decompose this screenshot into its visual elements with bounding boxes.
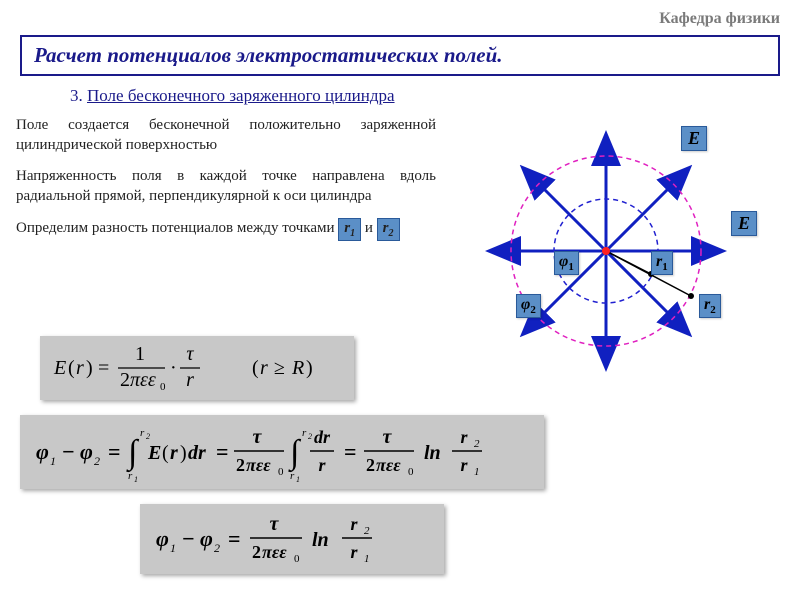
e-label-2: E	[731, 211, 757, 236]
svg-text:ln: ln	[312, 529, 329, 551]
svg-text:πεε: πεε	[130, 369, 156, 391]
svg-text:r: r	[140, 427, 145, 439]
svg-text:r: r	[302, 427, 307, 439]
svg-text:=: =	[228, 526, 241, 551]
svg-text:r: r	[186, 369, 194, 391]
subtitle-num: 3.	[70, 86, 83, 105]
svg-text:0: 0	[294, 553, 300, 565]
r2-inline-badge: r2	[377, 218, 400, 241]
svg-text:r: r	[128, 470, 133, 482]
svg-text:r: r	[290, 470, 295, 482]
svg-text:0: 0	[408, 466, 414, 478]
svg-text:E: E	[53, 357, 66, 379]
svg-text:0: 0	[160, 381, 166, 393]
svg-text:(: (	[68, 357, 75, 379]
svg-text:2: 2	[474, 438, 480, 450]
svg-text:·: ·	[170, 357, 177, 379]
svg-text:∫: ∫	[288, 434, 302, 473]
svg-text:2: 2	[252, 542, 261, 562]
para-3a: Определим разность потенциалов между точ…	[16, 220, 335, 236]
svg-text:r: r	[460, 455, 468, 475]
svg-text:2: 2	[308, 432, 312, 441]
para-3: Определим разность потенциалов между точ…	[16, 218, 436, 241]
svg-text:τ: τ	[383, 426, 393, 448]
svg-text:τ: τ	[186, 343, 194, 365]
svg-text:): )	[180, 442, 187, 464]
svg-text:r: r	[170, 442, 178, 464]
svg-text:1: 1	[134, 475, 138, 483]
svg-text:2: 2	[146, 432, 150, 441]
svg-text:2: 2	[366, 455, 375, 475]
svg-text:=: =	[98, 357, 109, 379]
svg-text:dr: dr	[314, 427, 331, 447]
svg-text:φ: φ	[80, 439, 93, 464]
equation-1: E ( r ) = 1 2 πεε 0 · τ r ( r ≥	[40, 336, 354, 400]
svg-text:φ: φ	[156, 526, 169, 551]
svg-text:1: 1	[296, 475, 300, 483]
svg-text:(: (	[252, 357, 259, 379]
svg-text:=: =	[216, 439, 229, 464]
svg-text:−: −	[62, 439, 75, 464]
svg-text:2: 2	[94, 454, 100, 468]
svg-text:∫: ∫	[126, 434, 140, 473]
phi2-label: φ2	[516, 294, 541, 318]
subtitle-text: Поле бесконечного заряженного цилиндра	[87, 86, 395, 105]
svg-text:E: E	[147, 442, 161, 464]
svg-text:r: r	[350, 514, 358, 534]
svg-text:): )	[306, 357, 313, 379]
svg-text:r: r	[76, 357, 84, 379]
svg-text:2: 2	[236, 455, 245, 475]
svg-text:1: 1	[135, 343, 145, 365]
svg-text:1: 1	[474, 466, 480, 478]
svg-text:πεε: πεε	[376, 455, 401, 475]
r1-label: r1	[651, 251, 673, 275]
svg-text:φ: φ	[200, 526, 213, 551]
svg-text:dr: dr	[188, 442, 206, 464]
r2-label: r2	[699, 294, 721, 318]
svg-text:πεε: πεε	[262, 542, 287, 562]
svg-text:=: =	[344, 439, 357, 464]
svg-text:1: 1	[170, 541, 176, 555]
svg-text:πεε: πεε	[246, 455, 271, 475]
equation-3: φ 1 − φ 2 = τ 2 πεε 0 ln r 2 r 1	[140, 504, 444, 574]
svg-text:2: 2	[120, 369, 130, 391]
svg-text:2: 2	[214, 541, 220, 555]
page-title: Расчет потенциалов электростатических по…	[20, 35, 780, 76]
r1-inline-badge: r1	[338, 218, 361, 241]
svg-text:τ: τ	[270, 513, 280, 535]
section-subtitle: 3. Поле бесконечного заряженного цилиндр…	[70, 86, 800, 106]
e-label-1: E	[681, 126, 707, 151]
para-1: Поле создается бесконечной положительно …	[16, 116, 436, 155]
svg-text:): )	[86, 357, 93, 379]
svg-text:=: =	[108, 439, 121, 464]
svg-text:ln: ln	[424, 442, 441, 464]
svg-text:r: r	[350, 542, 358, 562]
svg-text:≥: ≥	[274, 357, 285, 379]
svg-text:R: R	[291, 357, 304, 379]
dept-header: Кафедра физики	[0, 0, 800, 33]
svg-text:0: 0	[278, 466, 284, 478]
phi1-label: φ1	[554, 251, 579, 275]
svg-text:2: 2	[364, 525, 370, 537]
svg-text:1: 1	[364, 553, 370, 565]
para-2: Напряженность поля в каждой точке направ…	[16, 167, 436, 206]
svg-text:τ: τ	[253, 426, 263, 448]
svg-text:r: r	[260, 357, 268, 379]
svg-text:r: r	[318, 455, 326, 475]
svg-text:r: r	[460, 427, 468, 447]
svg-text:φ: φ	[36, 439, 49, 464]
svg-text:−: −	[182, 526, 195, 551]
svg-text:(: (	[162, 442, 169, 464]
para-3b: и	[365, 220, 373, 236]
equation-2: φ 1 − φ 2 = ∫ r2 r1 E ( r ) dr = τ 2	[20, 415, 544, 489]
svg-text:1: 1	[50, 454, 56, 468]
